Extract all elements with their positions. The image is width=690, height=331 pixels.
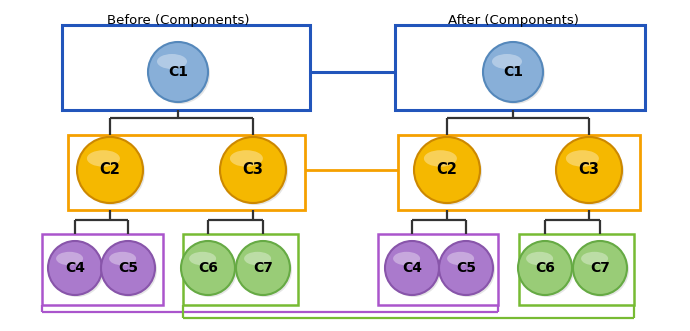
Text: C1: C1 <box>168 65 188 79</box>
Ellipse shape <box>439 241 493 295</box>
Text: C1: C1 <box>503 65 523 79</box>
Ellipse shape <box>230 150 263 167</box>
Ellipse shape <box>416 139 482 205</box>
Ellipse shape <box>244 252 271 265</box>
Bar <box>378 234 498 305</box>
Bar <box>68 135 305 210</box>
Ellipse shape <box>526 252 553 265</box>
Ellipse shape <box>157 54 187 69</box>
Ellipse shape <box>56 252 83 265</box>
Ellipse shape <box>238 243 292 297</box>
Text: C3: C3 <box>578 163 600 177</box>
Text: Before (Components): Before (Components) <box>107 14 249 27</box>
Ellipse shape <box>558 139 624 205</box>
Ellipse shape <box>447 252 474 265</box>
Ellipse shape <box>109 252 136 265</box>
Ellipse shape <box>573 241 627 295</box>
Ellipse shape <box>393 252 420 265</box>
Bar <box>62 25 310 110</box>
Ellipse shape <box>492 54 522 69</box>
Ellipse shape <box>50 243 104 297</box>
Ellipse shape <box>485 44 545 104</box>
Ellipse shape <box>520 243 574 297</box>
Ellipse shape <box>183 243 237 297</box>
Text: C4: C4 <box>65 261 85 275</box>
Ellipse shape <box>101 241 155 295</box>
Ellipse shape <box>222 139 288 205</box>
Ellipse shape <box>87 150 120 167</box>
Ellipse shape <box>387 243 441 297</box>
Ellipse shape <box>150 44 210 104</box>
Text: C5: C5 <box>118 261 138 275</box>
Bar <box>395 25 645 110</box>
Ellipse shape <box>581 252 608 265</box>
Text: C2: C2 <box>99 163 121 177</box>
Text: After (Components): After (Components) <box>448 14 578 27</box>
Ellipse shape <box>483 42 543 102</box>
Ellipse shape <box>79 139 145 205</box>
Text: C5: C5 <box>456 261 476 275</box>
Text: C6: C6 <box>198 261 218 275</box>
Ellipse shape <box>181 241 235 295</box>
Ellipse shape <box>220 137 286 203</box>
Ellipse shape <box>424 150 457 167</box>
Text: C6: C6 <box>535 261 555 275</box>
Ellipse shape <box>103 243 157 297</box>
Ellipse shape <box>566 150 599 167</box>
Ellipse shape <box>385 241 439 295</box>
Text: C4: C4 <box>402 261 422 275</box>
Ellipse shape <box>77 137 143 203</box>
Text: C7: C7 <box>253 261 273 275</box>
Ellipse shape <box>414 137 480 203</box>
Ellipse shape <box>236 241 290 295</box>
Ellipse shape <box>441 243 495 297</box>
Ellipse shape <box>518 241 572 295</box>
Text: C7: C7 <box>590 261 610 275</box>
Text: C3: C3 <box>243 163 264 177</box>
Text: C2: C2 <box>437 163 457 177</box>
Bar <box>42 234 163 305</box>
Ellipse shape <box>148 42 208 102</box>
Bar <box>183 234 298 305</box>
Ellipse shape <box>556 137 622 203</box>
Bar <box>519 234 634 305</box>
Ellipse shape <box>575 243 629 297</box>
Bar <box>398 135 640 210</box>
Ellipse shape <box>189 252 216 265</box>
Ellipse shape <box>48 241 102 295</box>
